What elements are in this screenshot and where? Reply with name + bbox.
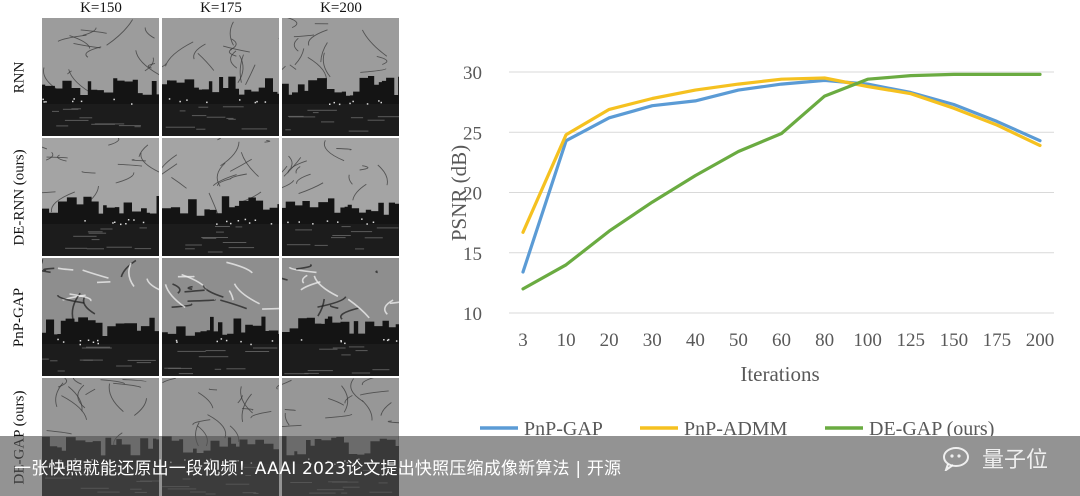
reconstruction-tile [282,18,399,136]
series-line [521,76,1042,234]
legend-label: DE-GAP (ours) [869,418,994,436]
row-label: PnP-GAP [11,287,28,347]
x-tick-label: 50 [729,330,748,351]
x-tick-label: 100 [853,330,882,351]
chart-legend: PnP-GAP PnP-ADMM DE-GAP (ours) [480,418,994,436]
watermark: 量子位 [942,442,1048,474]
x-axis-label: Iterations [740,362,819,386]
row-label: RNN [11,61,28,93]
y-axis-label: PSNR (dB) [447,145,471,241]
x-tick-label: 80 [815,330,834,351]
reconstruction-tile [42,258,159,376]
series-line [521,72,1042,291]
caption-banner: 一张快照就能还原出一段视频！AAAI 2023论文提出快照压缩成像新算法 | 开… [0,436,1080,496]
scene-image [282,138,399,256]
scene-image [162,258,279,376]
scene-image [162,138,279,256]
row-label: DE-RNN (ours) [11,148,28,246]
reconstruction-tile [282,138,399,256]
x-tick-label: 30 [643,330,662,351]
reconstruction-tile [42,138,159,256]
x-tick-label: 20 [600,330,619,351]
legend-label: PnP-ADMM [684,418,788,436]
legend-label: PnP-GAP [524,418,603,436]
y-tick-label: 20 [463,184,482,205]
x-tick-label: 60 [772,330,791,351]
scene-image [282,258,399,376]
reconstruction-tile [162,138,279,256]
scene-image [282,18,399,136]
chat-bubble-icon [942,447,969,471]
reconstruction-tile [162,258,279,376]
watermark-text: 量子位 [981,448,1048,473]
x-tick-label: 40 [686,330,705,351]
banner-title: 一张快照就能还原出一段视频！AAAI 2023论文提出快照压缩成像新算法 | 开… [14,459,622,479]
reconstruction-tile [162,18,279,136]
x-tick-label: 175 [983,330,1012,351]
x-tick-label: 10 [557,330,576,351]
scene-image [42,258,159,376]
y-tick-label: 25 [463,123,482,144]
scene-image [42,138,159,256]
column-header: K=150 [80,0,122,16]
y-tick-label: 30 [463,63,482,84]
y-tick-label: 15 [463,244,482,265]
reconstruction-image-grid: K=150 K=175 K=200 RNN DE-RNN (ours) PnP-… [0,0,410,496]
series-line [521,78,1042,274]
x-tick-label: 150 [940,330,969,351]
psnr-line-chart: 10 15 20 25 30 3 10 20 30 40 50 60 80 100 125 150 175 20… [447,63,1055,436]
reconstruction-tile [42,18,159,136]
x-tick-label: 125 [897,330,926,351]
reconstruction-tile [282,258,399,376]
x-tick-label: 200 [1026,330,1055,351]
scene-image [42,18,159,136]
column-header: K=175 [200,0,242,16]
scene-image [162,18,279,136]
y-tick-label: 10 [463,304,482,325]
x-tick-label: 3 [518,330,528,351]
column-header: K=200 [320,0,362,16]
